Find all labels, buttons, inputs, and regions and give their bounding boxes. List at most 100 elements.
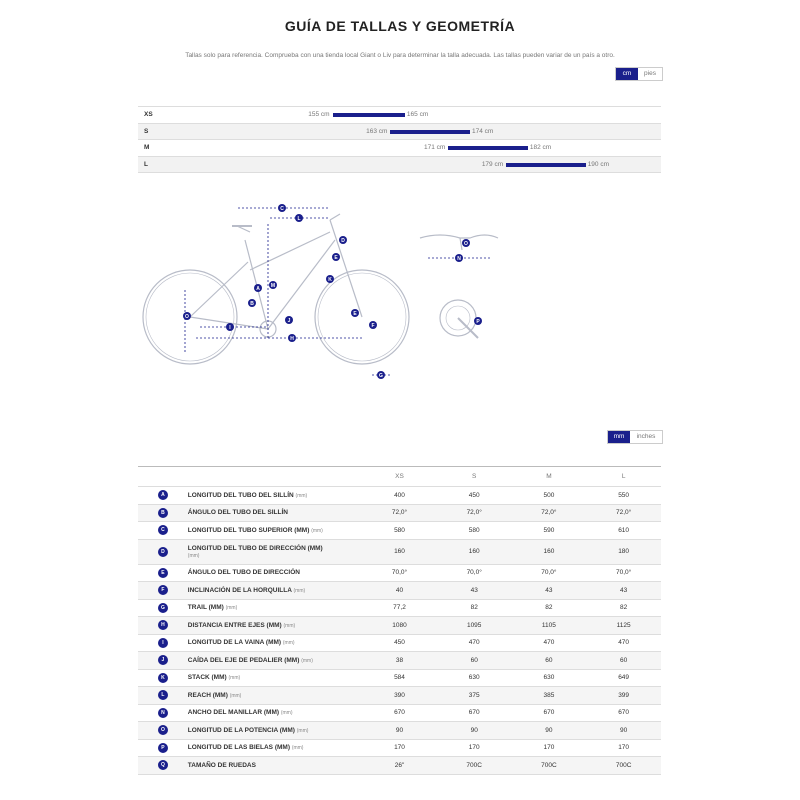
table-cell: 38: [362, 651, 437, 670]
table-cell: 82: [436, 599, 512, 617]
geometry-unit-toggle: mm inches: [607, 430, 663, 444]
table-cell: 590: [511, 521, 587, 540]
diagram-label-n: N: [455, 254, 463, 262]
row-unit: (mm): [228, 675, 241, 682]
row-key-badge: D: [157, 546, 168, 557]
table-cell: 77,2: [362, 599, 437, 617]
table-cell: 580: [362, 521, 437, 540]
table-cell: 700C: [436, 756, 512, 775]
row-key-badge: Q: [157, 760, 168, 771]
diagram-label-o-left: O: [183, 312, 191, 320]
table-row: B ÁNGULO DEL TUBO DEL SILLÍN 72,0° 72,0° 72,…: [138, 504, 661, 522]
table-cell: 60: [511, 651, 587, 670]
table-cell: 399: [586, 686, 661, 705]
size-row: XS 155 cm 165 cm: [138, 107, 661, 124]
table-row: O LONGITUD DE LA POTENCIA (MM) (mm) 90 90 90…: [138, 721, 661, 740]
size-min-height: 155 cm: [308, 111, 330, 118]
row-label: ANCHO DEL MANILLAR (MM): [187, 709, 280, 717]
diagram-label-l: L: [295, 214, 303, 222]
row-unit: (mm): [293, 587, 306, 594]
table-cell: 72,0°: [436, 504, 512, 522]
row-unit: (mm): [282, 640, 295, 647]
table-row: C LONGITUD DEL TUBO SUPERIOR (MM) (mm) 580…: [138, 521, 661, 540]
size-label: L: [144, 160, 148, 168]
row-key-badge: I: [157, 637, 168, 648]
table-cell: 630: [436, 669, 512, 687]
row-label: ÁNGULO DEL TUBO DE DIRECCIÓN: [187, 569, 300, 577]
size-row: L 179 cm 190 cm: [138, 156, 661, 173]
table-cell: 670: [436, 704, 512, 722]
row-label: TRAIL (MM): [187, 604, 224, 612]
diagram-label-m: M: [269, 281, 277, 289]
size-max-height: 174 cm: [472, 127, 494, 135]
table-cell: 400: [362, 486, 437, 505]
size-label: XS: [144, 111, 153, 118]
diagram-label-d: D: [339, 236, 347, 244]
geometry-header-row: XS S M L: [138, 466, 661, 487]
size-range-bar: [390, 129, 470, 134]
table-cell: 90: [362, 721, 437, 740]
row-key-badge: N: [157, 707, 168, 718]
table-cell: 649: [586, 669, 661, 687]
diagram-label-g: G: [377, 371, 385, 379]
svg-text:O: O: [464, 241, 468, 247]
row-label: LONGITUD DE LA POTENCIA (MM): [187, 726, 295, 734]
size-min-height: 179 cm: [481, 160, 504, 168]
svg-text:N: N: [457, 256, 461, 262]
table-cell: 670: [586, 704, 661, 722]
row-unit: (mm): [283, 622, 296, 629]
table-row: F INCLINACIÓN DE LA HORQUILLA (mm) 40 43 43 4…: [138, 581, 661, 600]
size-row: S 163 cm 174 cm: [138, 123, 661, 140]
row-unit: (mm): [301, 657, 313, 664]
table-cell: 375: [436, 686, 512, 705]
diagram-label-p: P: [474, 317, 482, 325]
svg-text:C: C: [280, 206, 284, 212]
size-label: M: [144, 144, 150, 151]
svg-text:P: P: [476, 319, 480, 325]
svg-text:K: K: [328, 277, 332, 283]
size-label: S: [144, 127, 149, 135]
table-row: P LONGITUD DE LAS BIELAS (MM) (mm) 170 170 1…: [138, 739, 661, 757]
table-cell: 1125: [586, 616, 661, 635]
table-row: E ÁNGULO DEL TUBO DE DIRECCIÓN 70,0° 70,0° 7…: [138, 564, 661, 582]
table-cell: 450: [436, 486, 512, 505]
table-cell: 550: [586, 486, 661, 505]
size-unit-toggle: cm pies: [615, 67, 663, 81]
table-cell: 43: [586, 581, 661, 600]
table-row: I LONGITUD DE LA VAINA (MM) (mm) 450 470 470…: [138, 634, 661, 652]
table-row: L REACH (MM) (mm) 390 375 385 399: [138, 686, 661, 705]
row-key-badge: A: [157, 490, 168, 501]
unit-inches-button[interactable]: inches: [630, 431, 662, 443]
row-key-badge: O: [157, 725, 168, 736]
table-cell: 40: [362, 581, 437, 600]
table-cell: 670: [511, 704, 587, 722]
table-cell: 385: [511, 686, 587, 705]
row-label: LONGITUD DEL TUBO SUPERIOR (MM): [187, 526, 310, 534]
svg-text:E: E: [334, 255, 338, 261]
table-cell: 90: [586, 721, 661, 740]
table-row: K STACK (MM) (mm) 584 630 630 649: [138, 669, 661, 687]
table-cell: 70,0°: [511, 564, 587, 582]
table-row: D LONGITUD DEL TUBO DE DIRECCIÓN (MM) (mm…: [138, 539, 661, 565]
row-key-badge: K: [157, 672, 168, 683]
unit-cm-button[interactable]: cm: [616, 68, 638, 80]
row-key-badge: P: [157, 742, 168, 753]
table-cell: 1080: [362, 616, 437, 635]
unit-mm-button[interactable]: mm: [608, 431, 630, 443]
table-cell: 160: [511, 539, 587, 565]
table-cell: 630: [511, 669, 587, 687]
table-cell: 1095: [436, 616, 512, 635]
row-unit: (mm): [229, 692, 242, 699]
size-max-height: 182 cm: [529, 144, 552, 151]
svg-text:J: J: [288, 318, 291, 324]
table-cell: 160: [362, 539, 437, 565]
unit-feet-button[interactable]: pies: [638, 68, 662, 80]
row-label: TAMAÑO DE RUEDAS: [187, 761, 256, 769]
size-min-height: 171 cm: [423, 144, 446, 151]
table-cell: 1105: [511, 616, 587, 635]
table-cell: 584: [362, 669, 437, 687]
table-cell: 43: [436, 581, 512, 600]
row-label: LONGITUD DEL TUBO DEL SILLÍN: [187, 491, 294, 499]
svg-text:H: H: [290, 336, 294, 342]
table-cell: 610: [586, 521, 661, 540]
